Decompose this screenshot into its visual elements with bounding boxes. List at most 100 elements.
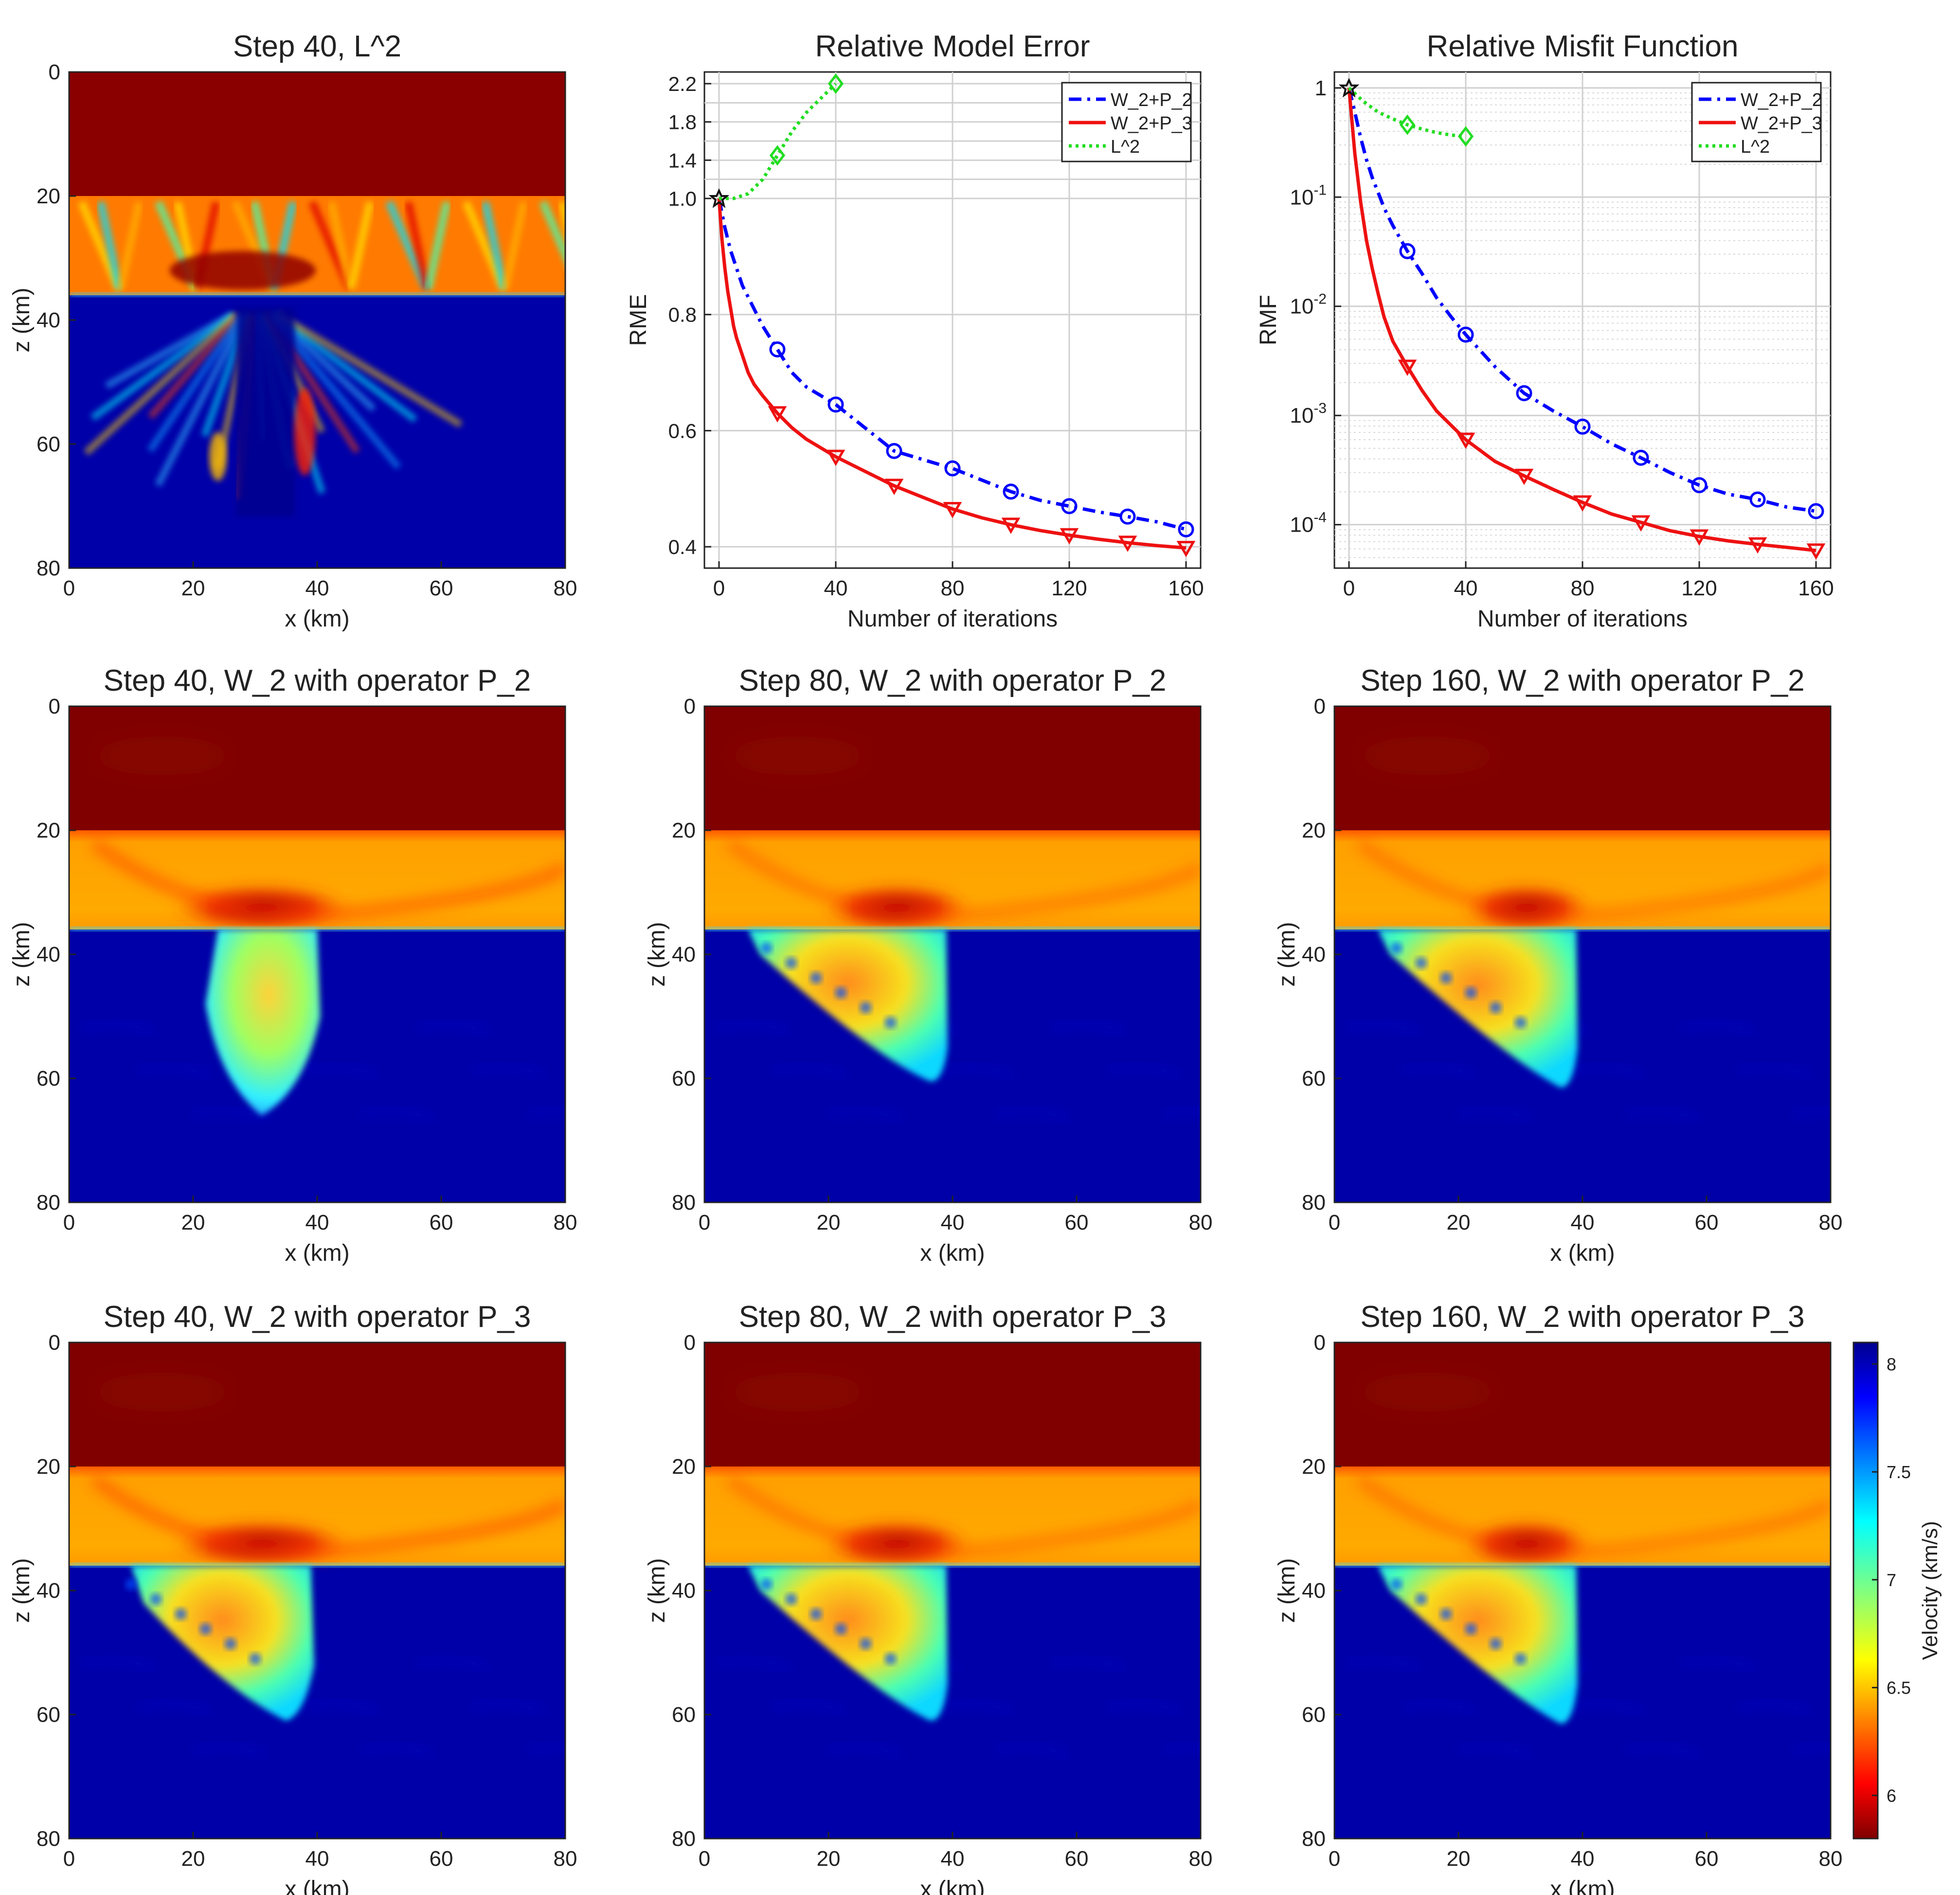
data-point — [1399, 114, 1416, 135]
moho-interface — [69, 292, 565, 297]
series-line-L^2 — [1348, 87, 1466, 138]
slab-edge-blob — [860, 1638, 872, 1650]
mantle-texture — [191, 1105, 268, 1125]
y-tick-label: 80 — [1302, 1191, 1326, 1215]
y-axis-label: z (km) — [644, 922, 670, 986]
slab-edge-blob — [1490, 1638, 1502, 1650]
mantle-streak — [276, 311, 463, 428]
y-axis-label: z (km) — [1274, 922, 1300, 986]
y-tick-label: 20 — [36, 819, 60, 842]
mantle-texture — [1049, 1018, 1127, 1038]
legend: W_2+P_2 W_2+P_3 L^2 — [1691, 82, 1822, 162]
legend-entry: L^2 — [1111, 137, 1140, 157]
slab-edge-blob — [884, 1653, 897, 1665]
data-point — [944, 460, 961, 477]
line-panel-rme: Relative Model Error 0 40 80 120 160 0.4 0.6 0.8… — [626, 30, 1204, 632]
anomaly-arc — [1356, 1474, 1831, 1556]
panel-title: Relative Misfit Function — [1427, 30, 1739, 63]
streak — [501, 201, 528, 290]
slab-edge-blob — [249, 1653, 261, 1665]
mantle-texture — [470, 1061, 547, 1081]
x-axis-label: x (km) — [1550, 1240, 1615, 1266]
heatmap-image — [69, 1342, 565, 1839]
slab-edge-blob — [860, 1001, 872, 1014]
y-tick-label: 0 — [684, 695, 696, 718]
x-tick-label: 0 — [1329, 1847, 1340, 1871]
series-line-L^2 — [719, 82, 837, 200]
mantle-texture — [1456, 1105, 1533, 1125]
x-tick-label: 80 — [1819, 1211, 1843, 1234]
anomaly-arc — [726, 1474, 1201, 1556]
y-tick-label: 80 — [36, 1827, 60, 1851]
mantle-texture — [79, 1018, 157, 1038]
x-axis-label: x (km) — [285, 1240, 349, 1266]
y-tick-label: 0 — [49, 60, 60, 84]
x-tick-label: 80 — [554, 1211, 577, 1234]
mantle-texture — [994, 1105, 1071, 1125]
line-panel-rmf: Relative Misfit Function 0 40 80 120 160 1 10-1… — [1256, 30, 1834, 632]
anomaly-arc — [726, 838, 1201, 920]
legend-entry: W_2+P_3 — [1111, 113, 1192, 134]
x-tick-label: 0 — [713, 576, 725, 600]
mantle-texture — [715, 1654, 792, 1674]
mantle-texture — [1401, 1698, 1477, 1717]
data-point — [1573, 495, 1592, 512]
y-tick-label: 80 — [1302, 1827, 1326, 1851]
y-tick-label: 0 — [684, 1331, 696, 1355]
data-point — [1456, 432, 1475, 449]
x-tick-label: 160 — [1798, 576, 1834, 600]
mantle-streak — [105, 311, 234, 389]
crust-texture — [729, 1373, 866, 1412]
panel-title: Relative Model Error — [815, 30, 1090, 63]
mantle-texture — [526, 1105, 565, 1120]
x-tick-label: 60 — [430, 1211, 453, 1234]
mantle-texture — [135, 1061, 212, 1081]
heatmap-panel-map_p2_80: Step 80, W_2 with operator P_20 20 40 60 800… — [644, 664, 1212, 1266]
panel-title: Step 40, L^2 — [233, 30, 401, 63]
moho-interface — [69, 1563, 565, 1567]
x-tick-label: 40 — [306, 1847, 329, 1871]
slab-anomaly — [205, 930, 321, 1116]
mantle-texture — [994, 1741, 1071, 1761]
x-tick-label: 0 — [699, 1211, 710, 1234]
slab-edge-blob — [785, 957, 797, 969]
red-anomaly — [294, 388, 316, 476]
mantle-texture — [1568, 1061, 1645, 1081]
mantle-texture — [135, 1698, 212, 1717]
data-point — [1516, 385, 1532, 401]
series-line-W_2+P_3 — [717, 198, 1187, 550]
panel-title: Step 40, W_2 with operator P_2 — [104, 664, 531, 697]
crust-texture — [729, 736, 866, 775]
slab-edge-blob — [1415, 1593, 1427, 1605]
y-axis-label: RMF — [1256, 295, 1281, 345]
data-point — [1691, 477, 1708, 493]
x-tick-label: 80 — [941, 576, 965, 600]
x-tick-label: 0 — [63, 576, 75, 600]
streak — [347, 201, 374, 290]
slab-edge-blob — [1514, 1653, 1527, 1665]
moho-interface — [704, 927, 1201, 931]
slab-anomaly — [131, 1566, 314, 1721]
y-tick-label: 80 — [672, 1827, 696, 1851]
mantle-texture — [1401, 1061, 1477, 1081]
x-tick-label: 0 — [63, 1847, 75, 1871]
mantle-streak — [147, 312, 242, 419]
y-tick-label: 10-1 — [1290, 182, 1327, 209]
streak — [424, 201, 451, 290]
y-tick-label: 0 — [49, 1331, 60, 1355]
mantle-texture — [1456, 1741, 1533, 1761]
slab-anomaly — [748, 930, 948, 1082]
data-point — [826, 449, 845, 466]
heatmap-image — [1334, 706, 1831, 1202]
x-tick-label: 80 — [554, 576, 577, 600]
streak — [539, 200, 565, 265]
panel-title: Step 80, W_2 with operator P_2 — [739, 664, 1167, 697]
slab-edge-blob — [810, 972, 822, 984]
legend-entry: W_2+P_2 — [1741, 90, 1822, 110]
data-point — [884, 479, 904, 495]
mantle-texture — [1679, 1654, 1757, 1674]
mantle-texture — [938, 1061, 1015, 1081]
mantle-texture — [1735, 1698, 1813, 1717]
series-line-W_2+P_2 — [1347, 87, 1816, 513]
x-tick-label: 20 — [181, 1211, 205, 1234]
